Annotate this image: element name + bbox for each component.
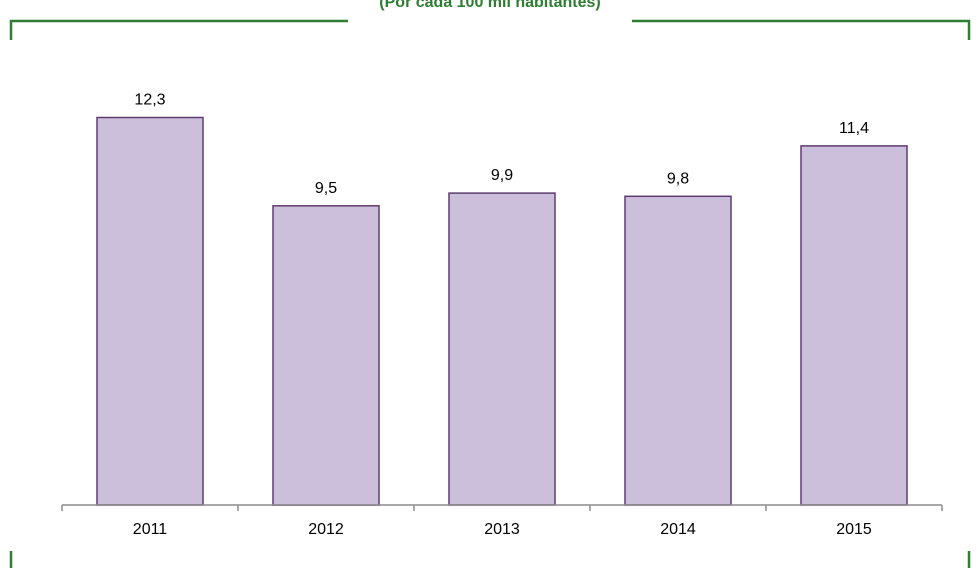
data-label-2014: 9,8 [667, 170, 689, 187]
x-tick-label-2014: 2014 [660, 521, 696, 538]
x-tick-label-2012: 2012 [308, 521, 344, 538]
bar-2012 [273, 206, 379, 505]
bar-2015 [801, 146, 907, 505]
data-label-2011: 12,3 [134, 92, 165, 109]
x-tick-label-2013: 2013 [484, 521, 520, 538]
data-label-2013: 9,9 [491, 167, 513, 184]
x-tick-label-2015: 2015 [836, 521, 872, 538]
bar-2014 [625, 196, 731, 505]
x-tick-label-2011: 2011 [133, 521, 168, 538]
data-label-2012: 9,5 [315, 180, 337, 197]
bar-2013 [449, 193, 555, 505]
bar-2011 [97, 118, 203, 506]
data-label-2015: 11,4 [839, 120, 869, 137]
